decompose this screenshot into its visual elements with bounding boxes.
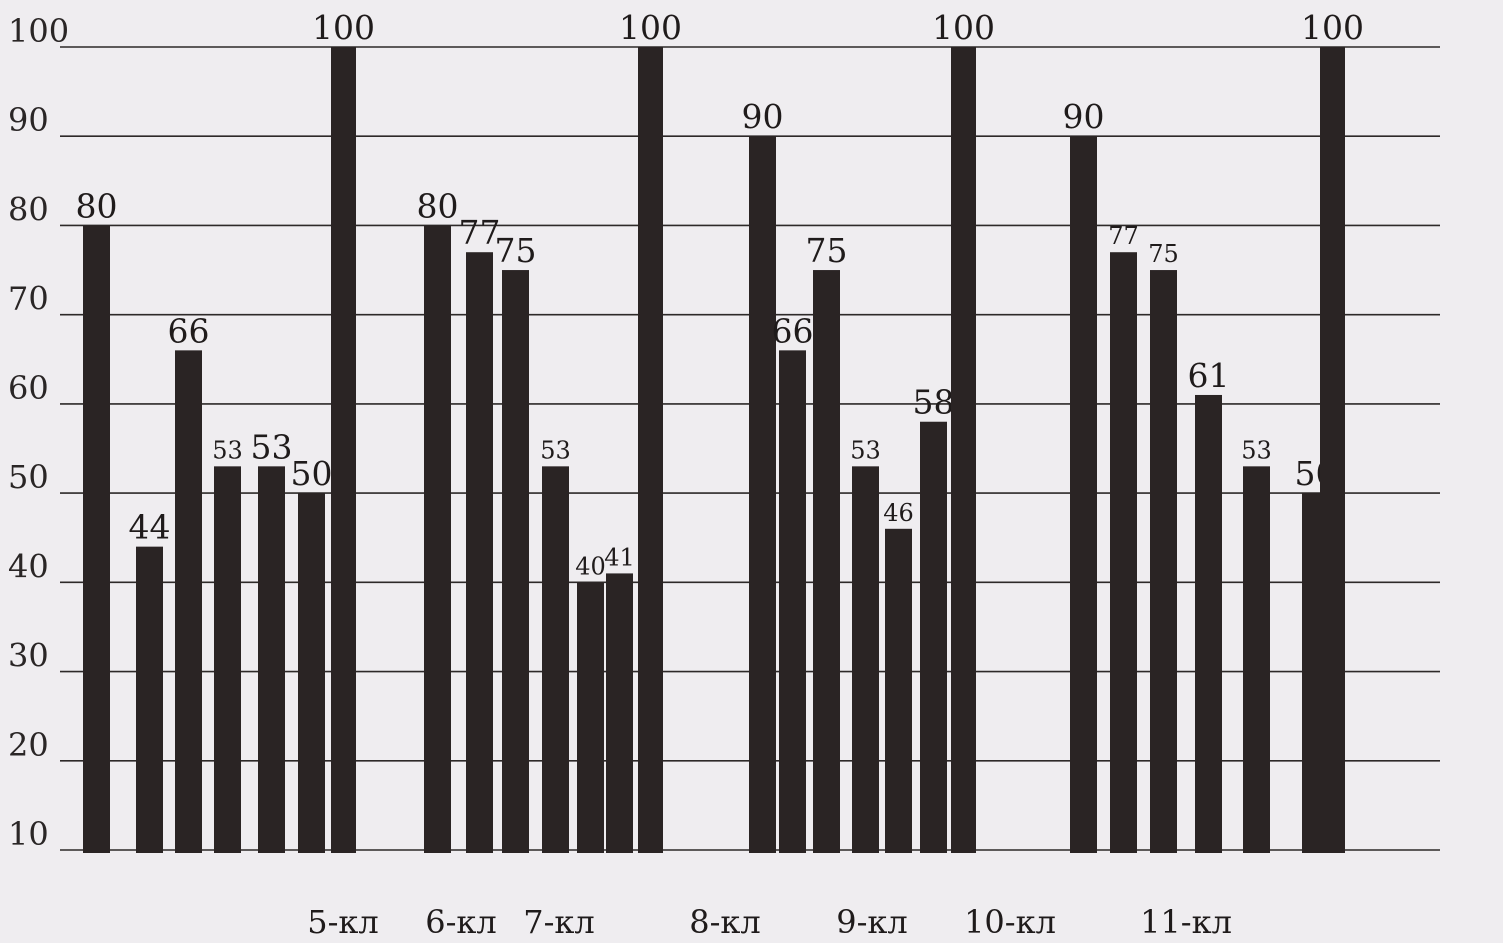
data-label: 53 bbox=[1241, 436, 1272, 464]
bar-g4-5 bbox=[1243, 466, 1270, 853]
category-label: 9-кл bbox=[836, 903, 908, 941]
y-tick-label: 70 bbox=[8, 280, 49, 318]
y-tick-label: 90 bbox=[8, 101, 49, 139]
bar-g3-6 bbox=[920, 421, 947, 853]
y-tick-label: 30 bbox=[8, 637, 49, 675]
data-label: 40 bbox=[575, 552, 606, 580]
category-label: 5-кл bbox=[307, 903, 379, 941]
category-label: 11-кл bbox=[1140, 903, 1232, 941]
data-label: 53 bbox=[540, 436, 571, 464]
bar-g1-3 bbox=[175, 350, 202, 853]
data-label: 90 bbox=[742, 97, 784, 136]
bar-g4-1 bbox=[1070, 136, 1097, 853]
category-label: 7-кл bbox=[523, 903, 595, 941]
data-label: 41 bbox=[604, 543, 635, 571]
data-label: 75 bbox=[495, 231, 537, 270]
data-label: 58 bbox=[913, 383, 955, 422]
bar-g2-4 bbox=[542, 466, 569, 853]
category-label: 8-кл bbox=[689, 903, 761, 941]
bar-g2-3 bbox=[502, 270, 529, 853]
data-label: 100 bbox=[312, 8, 375, 47]
data-label: 100 bbox=[619, 8, 682, 47]
y-tick-label: 20 bbox=[8, 726, 49, 764]
bar-g1-6 bbox=[298, 493, 325, 853]
bar-g4-3 bbox=[1150, 270, 1177, 853]
bar-g3-2 bbox=[779, 350, 806, 853]
bar-g3-5 bbox=[885, 528, 912, 853]
data-label: 75 bbox=[1148, 240, 1179, 268]
bar-g2-2 bbox=[466, 252, 493, 853]
data-label: 80 bbox=[76, 186, 118, 225]
category-label: 10-кл bbox=[964, 903, 1056, 941]
y-tick-label: 50 bbox=[8, 458, 49, 496]
bar-g3-4 bbox=[852, 466, 879, 853]
bar-g1-7 bbox=[331, 47, 356, 853]
category-label: 6-кл bbox=[425, 903, 497, 941]
y-tick-label: 100 bbox=[8, 12, 69, 50]
data-label: 53 bbox=[251, 427, 293, 466]
y-tick-label: 10 bbox=[8, 815, 49, 853]
data-label: 75 bbox=[806, 231, 848, 270]
data-label: 90 bbox=[1063, 97, 1105, 136]
data-label: 80 bbox=[417, 186, 459, 225]
bar-g4-7 bbox=[1320, 47, 1345, 853]
data-label: 77 bbox=[1108, 222, 1139, 250]
data-label: 53 bbox=[850, 436, 881, 464]
data-label: 66 bbox=[772, 311, 814, 350]
bar-g3-3 bbox=[813, 270, 840, 853]
bar-g2-7 bbox=[638, 47, 663, 853]
data-label: 44 bbox=[129, 508, 171, 547]
bar-g2-5 bbox=[577, 582, 604, 853]
y-tick-label: 80 bbox=[8, 190, 49, 228]
bar-g2-1 bbox=[424, 225, 451, 853]
bar-g3-7 bbox=[951, 47, 976, 853]
bar-g1-4 bbox=[214, 466, 241, 853]
data-label: 50 bbox=[291, 454, 333, 493]
data-label: 46 bbox=[883, 499, 914, 527]
data-label: 100 bbox=[1301, 8, 1364, 47]
data-label: 61 bbox=[1188, 356, 1230, 395]
bar-g3-1 bbox=[749, 136, 776, 853]
data-label: 53 bbox=[212, 436, 243, 464]
data-label: 66 bbox=[168, 311, 210, 350]
bar-g4-4 bbox=[1195, 394, 1222, 853]
bar-g1-1 bbox=[83, 225, 110, 853]
y-tick-label: 40 bbox=[8, 547, 49, 585]
bar-g2-6 bbox=[606, 573, 633, 853]
bar-g4-2 bbox=[1110, 252, 1137, 853]
y-tick-label: 60 bbox=[8, 369, 49, 407]
bar-g1-2 bbox=[136, 546, 163, 853]
data-label: 77 bbox=[459, 213, 501, 252]
bar-g1-5 bbox=[258, 466, 285, 853]
data-label: 100 bbox=[932, 8, 995, 47]
